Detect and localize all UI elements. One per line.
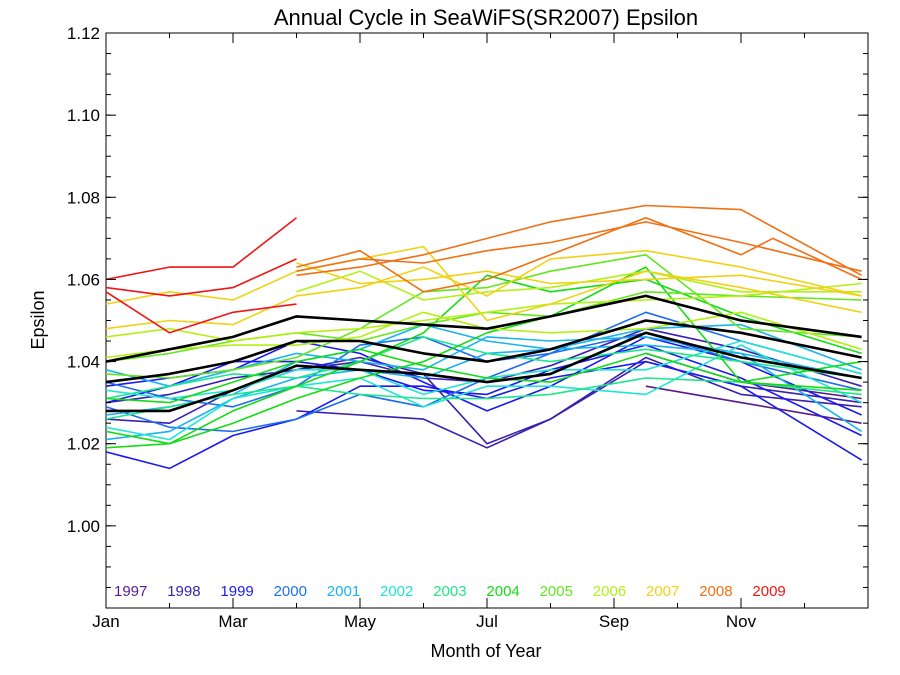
- x-axis-label: Month of Year: [430, 641, 541, 661]
- series-line-2009-2: [105, 258, 297, 297]
- y-tick-label: 1.04: [67, 353, 100, 372]
- y-tick-label: 1.02: [67, 435, 100, 454]
- legend-entry-2003: 2003: [433, 583, 466, 600]
- series-line-2001-1: [105, 344, 863, 441]
- series-line-2007-3: [296, 262, 862, 297]
- series-line-2001-2: [105, 336, 862, 387]
- series-line-1999-3: [105, 344, 862, 437]
- y-axis-label: Epsilon: [28, 290, 48, 349]
- series-line-2006-2: [105, 311, 862, 359]
- legend-entry-2007: 2007: [646, 583, 679, 600]
- series-line-2006-1: [105, 282, 862, 342]
- legend-entry-1999: 1999: [220, 583, 253, 600]
- series-line-2009-3: [105, 291, 297, 334]
- legend-entry-2004: 2004: [486, 583, 519, 600]
- series-line-2004-1: [105, 274, 862, 449]
- series-line-2009-1: [105, 217, 297, 281]
- series-line-1999-1: [105, 360, 863, 470]
- y-tick-label: 1.10: [67, 106, 100, 125]
- series-line-2008-3: [296, 221, 862, 272]
- y-tick-label: 1.08: [67, 188, 100, 207]
- legend-entry-2006: 2006: [593, 583, 626, 600]
- series-line-2003-2: [105, 377, 862, 420]
- series-line-2006-3: [296, 270, 862, 301]
- series-lines: [105, 204, 863, 470]
- plot-area: 1.00 1.02 1.04 1.06 1.08 1.10 1.12 Jan Mar May Jul…: [67, 24, 869, 631]
- series-line-1998-3: [296, 356, 862, 449]
- series-line-2004-2: [105, 348, 862, 404]
- legend-entry-1997: 1997: [114, 583, 147, 600]
- series-line-mean-3: [106, 331, 862, 413]
- legend-entry-2001: 2001: [327, 583, 360, 600]
- x-tick-label: Jan: [92, 612, 119, 631]
- y-tick-label: 1.06: [67, 270, 100, 289]
- series-line-2002-2: [105, 340, 862, 400]
- legend: 1997 1998 1999 2000 2001 2002 2003 2004 2005 2006…: [114, 583, 786, 600]
- x-tick-label: Sep: [599, 612, 629, 631]
- series-line-2007-2: [105, 249, 862, 330]
- y-tick-label: 1.00: [67, 517, 100, 536]
- x-tick-label: Mar: [218, 612, 248, 631]
- series-line-2007-1: [105, 245, 862, 322]
- legend-entry-2005: 2005: [540, 583, 573, 600]
- y-tick-label: 1.12: [67, 24, 100, 43]
- x-tick-label: Jul: [476, 612, 498, 631]
- x-tick-label: Nov: [726, 612, 757, 631]
- series-line-2008-1: [296, 204, 862, 277]
- legend-entry-2009: 2009: [752, 583, 785, 600]
- series-line-2003-1: [105, 336, 862, 400]
- series-line-2008-2: [296, 217, 862, 293]
- legend-entry-2000: 2000: [274, 583, 307, 600]
- series-line-mean-2: [105, 319, 862, 384]
- legend-entry-1998: 1998: [167, 583, 200, 600]
- x-tick-label: May: [344, 612, 377, 631]
- series-line-2002-1: [105, 344, 862, 441]
- legend-entry-2002: 2002: [380, 583, 413, 600]
- series-line-mean-1: [105, 294, 862, 363]
- legend-entry-2008: 2008: [699, 583, 732, 600]
- axis-ticks: 1.00 1.02 1.04 1.06 1.08 1.10 1.12 Jan Mar May Jul…: [67, 24, 868, 631]
- chart-title: Annual Cycle in SeaWiFS(SR2007) Epsilon: [274, 5, 698, 30]
